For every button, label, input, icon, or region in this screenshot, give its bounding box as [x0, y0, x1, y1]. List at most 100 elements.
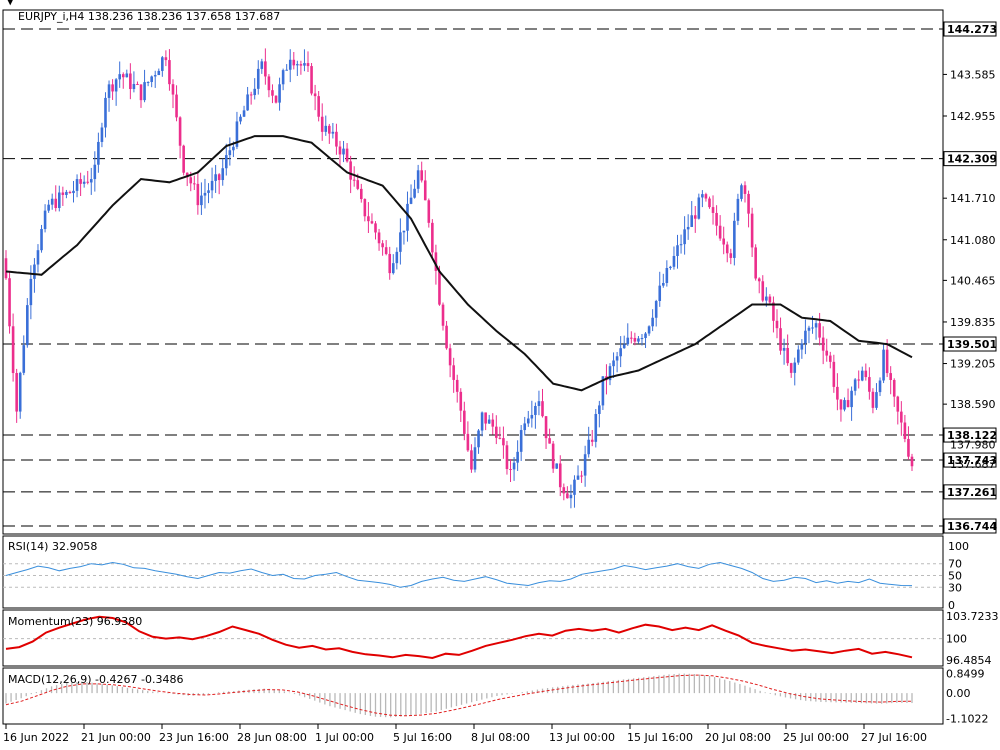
candle[interactable] — [459, 388, 463, 423]
candle[interactable] — [402, 230, 406, 245]
macd-signal-line[interactable] — [5, 674, 913, 717]
candle[interactable] — [196, 170, 200, 215]
candle[interactable] — [121, 72, 125, 89]
candle[interactable] — [221, 158, 225, 186]
candle[interactable] — [82, 175, 86, 188]
candle[interactable] — [97, 132, 100, 173]
candle[interactable] — [448, 343, 452, 378]
candle[interactable] — [676, 234, 679, 269]
candle[interactable] — [288, 49, 292, 83]
candle[interactable] — [175, 85, 178, 122]
candle[interactable] — [15, 368, 18, 423]
candle[interactable] — [530, 400, 534, 428]
candle[interactable] — [786, 334, 789, 366]
rsi-line[interactable] — [5, 561, 913, 588]
candle[interactable] — [136, 81, 139, 86]
candle[interactable] — [729, 248, 733, 265]
candle[interactable] — [342, 140, 345, 163]
candle[interactable] — [388, 246, 392, 280]
candle[interactable] — [395, 247, 399, 270]
candle[interactable] — [566, 486, 569, 499]
candle[interactable] — [555, 463, 559, 469]
candle[interactable] — [608, 363, 612, 386]
candle[interactable] — [590, 429, 594, 447]
candle[interactable] — [68, 190, 72, 194]
candle[interactable] — [672, 246, 676, 270]
candle[interactable] — [86, 170, 90, 185]
candle[interactable] — [736, 193, 740, 226]
candle[interactable] — [892, 378, 896, 407]
candle[interactable] — [324, 115, 328, 136]
candle[interactable] — [129, 63, 132, 100]
candle[interactable] — [57, 185, 61, 212]
candle[interactable] — [569, 484, 573, 509]
candle[interactable] — [558, 455, 562, 497]
candle[interactable] — [61, 186, 65, 206]
candle[interactable] — [871, 388, 875, 414]
candle[interactable] — [18, 371, 22, 419]
candle[interactable] — [256, 60, 260, 95]
candle[interactable] — [384, 240, 388, 256]
candle[interactable] — [743, 181, 747, 203]
candle[interactable] — [626, 323, 630, 346]
candle[interactable] — [260, 58, 264, 74]
candle[interactable] — [43, 204, 47, 233]
candle[interactable] — [615, 351, 619, 373]
candle[interactable] — [271, 84, 274, 104]
candle[interactable] — [292, 51, 296, 70]
candle[interactable] — [516, 440, 519, 471]
candle[interactable] — [480, 411, 484, 437]
candle[interactable] — [630, 331, 633, 344]
candle[interactable] — [857, 370, 861, 389]
candle[interactable] — [679, 234, 683, 254]
candle[interactable] — [818, 312, 821, 346]
candle[interactable] — [239, 114, 242, 125]
candle[interactable] — [228, 137, 232, 166]
candle[interactable] — [72, 180, 75, 203]
candle[interactable] — [832, 354, 836, 393]
candle[interactable] — [381, 240, 384, 256]
candle[interactable] — [125, 69, 129, 78]
candle[interactable] — [185, 172, 189, 187]
candle[interactable] — [537, 390, 541, 416]
candle[interactable] — [118, 61, 121, 88]
candle[interactable] — [303, 49, 306, 72]
candle[interactable] — [761, 275, 765, 303]
candle[interactable] — [320, 103, 324, 141]
candle[interactable] — [274, 95, 278, 104]
candle[interactable] — [367, 202, 370, 234]
candle[interactable] — [747, 190, 750, 228]
candle[interactable] — [203, 178, 207, 209]
candle[interactable] — [47, 199, 50, 213]
candle[interactable] — [313, 84, 317, 111]
symbol-menu-icon[interactable]: ▼ — [6, 0, 15, 7]
candle[interactable] — [548, 428, 551, 444]
main-panel[interactable] — [2, 9, 944, 535]
candle[interactable] — [708, 196, 711, 209]
candle[interactable] — [498, 426, 502, 440]
candle[interactable] — [711, 195, 715, 225]
candle[interactable] — [868, 367, 871, 400]
candle[interactable] — [150, 75, 153, 88]
candle[interactable] — [413, 179, 416, 199]
candle[interactable] — [779, 317, 782, 355]
candle[interactable] — [491, 413, 495, 435]
candle[interactable] — [89, 167, 93, 195]
candle[interactable] — [427, 198, 431, 228]
moving-average-line[interactable] — [5, 135, 913, 392]
candle[interactable] — [431, 219, 434, 260]
candle[interactable] — [26, 298, 29, 348]
candle[interactable] — [420, 161, 423, 183]
candle[interactable] — [754, 244, 757, 281]
candle[interactable] — [800, 339, 804, 359]
candle[interactable] — [359, 183, 363, 203]
candle[interactable] — [669, 265, 672, 270]
candle[interactable] — [647, 325, 651, 336]
candle[interactable] — [178, 116, 182, 159]
candle[interactable] — [807, 325, 811, 344]
candle[interactable] — [363, 198, 367, 222]
candle[interactable] — [171, 79, 175, 109]
candle[interactable] — [193, 175, 196, 191]
candle[interactable] — [146, 81, 150, 87]
candle[interactable] — [214, 165, 217, 193]
